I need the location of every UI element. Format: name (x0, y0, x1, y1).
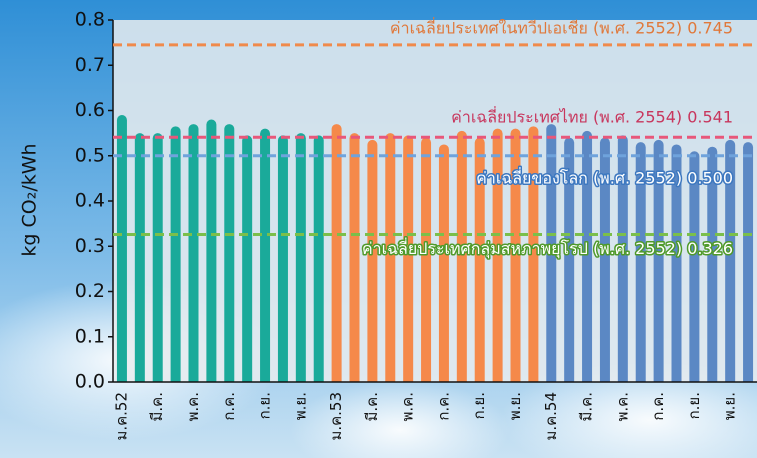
y-tick-label: 0.5 (75, 144, 105, 166)
bar (528, 126, 539, 383)
bar (403, 135, 414, 382)
x-tick-label: ม.ค.53 (327, 392, 345, 441)
bar (277, 135, 288, 382)
x-tick-label: พ.ค. (613, 392, 631, 421)
x-tick-label: ก.ย. (256, 392, 274, 419)
bar (492, 128, 503, 382)
bar (599, 137, 610, 382)
x-tick-label: พ.ค. (399, 392, 417, 421)
reference-label: ค่าเฉลี่ยประเทศไทย (พ.ศ. 2554) 0.541 (451, 106, 733, 127)
bar (707, 146, 718, 382)
bar (671, 144, 682, 382)
bar (564, 137, 575, 382)
bar (313, 135, 324, 382)
bar (438, 144, 449, 382)
x-tick-label: ม.ค.54 (542, 392, 560, 441)
y-tick-label: 0.7 (75, 54, 105, 76)
bar (725, 139, 736, 382)
cloud (290, 380, 510, 458)
x-tick-label: ก.ค. (220, 392, 238, 421)
x-tick-label: มี.ค. (148, 392, 166, 421)
reference-label: ค่าเฉลี่ยประเทศกลุ่มสหภาพยุโรป (พ.ศ. 255… (362, 237, 733, 259)
x-tick-label: ก.ย. (470, 392, 488, 419)
bar (367, 139, 378, 382)
bar (260, 128, 271, 382)
reference-label: ค่าเฉลี่ยของโลก (พ.ศ. 2552) 0.500 (476, 166, 733, 187)
x-tick-label: มี.ค. (363, 392, 381, 421)
x-tick-label: ก.ค. (649, 392, 667, 421)
y-tick-label: 0.4 (75, 190, 105, 212)
bar (206, 119, 217, 382)
bar (385, 133, 396, 382)
bar (421, 137, 432, 382)
x-tick-label: ก.ค. (434, 392, 452, 421)
x-tick-label: พ.ย. (506, 392, 524, 420)
bar (331, 124, 342, 382)
y-tick-label: 0.3 (75, 235, 105, 257)
bar (134, 133, 145, 382)
cloud (500, 360, 757, 458)
bar (617, 135, 628, 382)
reference-label: ค่าเฉลี่ยประเทศในทวีปเอเชีย (พ.ศ. 2552) … (390, 16, 733, 37)
x-tick-label: มี.ค. (578, 392, 596, 421)
x-tick-label: พ.ค. (184, 392, 202, 421)
bar (546, 124, 557, 382)
x-tick-label: พ.ย. (291, 392, 309, 420)
bar (170, 126, 181, 383)
bar (224, 124, 235, 382)
bar (242, 135, 253, 382)
bar (689, 151, 700, 382)
x-tick-label: ม.ค.52 (112, 392, 130, 441)
bar (474, 137, 485, 382)
y-axis-label: kg CO₂/kWh (19, 143, 41, 256)
bar (743, 142, 754, 382)
x-tick-label: ก.ย. (685, 392, 703, 419)
bar (349, 133, 360, 382)
bar (582, 130, 593, 382)
bar (152, 133, 163, 382)
bar (116, 115, 127, 382)
bar (653, 139, 664, 382)
plot-area (113, 20, 757, 382)
y-tick-label: 0.6 (75, 99, 105, 121)
x-tick-label: พ.ย. (721, 392, 739, 420)
bar (456, 130, 467, 382)
y-tick-label: 0.1 (75, 325, 105, 347)
bar (188, 124, 199, 382)
bar (295, 133, 306, 382)
y-tick-label: 0.2 (75, 280, 105, 302)
y-tick-label: 0.0 (75, 371, 105, 393)
bar (635, 142, 646, 382)
bar (510, 128, 521, 382)
y-tick-label: 0.8 (75, 9, 105, 31)
